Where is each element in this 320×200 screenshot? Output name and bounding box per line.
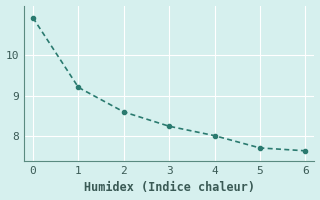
X-axis label: Humidex (Indice chaleur): Humidex (Indice chaleur) [84,181,255,194]
